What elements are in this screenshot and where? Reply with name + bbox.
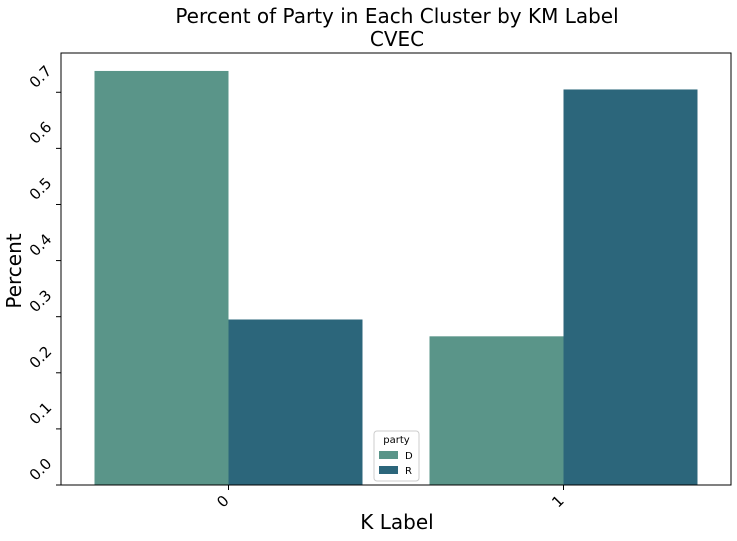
legend-swatch-D — [379, 451, 398, 459]
bar-D-0 — [94, 70, 229, 485]
chart-subtitle: CVEC — [370, 27, 424, 51]
y-tick-label: 0.6 — [26, 118, 56, 148]
y-tick-label: 0.2 — [26, 342, 56, 372]
legend-label-D: D — [405, 451, 413, 462]
y-tick-label: 0.5 — [26, 174, 56, 204]
x-tick-label: 1 — [548, 492, 567, 511]
x-tick-label: 0 — [213, 492, 232, 511]
y-tick-label: 0.0 — [26, 455, 56, 485]
plot-frame — [60, 52, 732, 486]
legend-label-R: R — [405, 466, 412, 477]
chart-title: Percent of Party in Each Cluster by KM L… — [175, 4, 618, 28]
legend-title: party — [383, 435, 410, 446]
y-axis-label: Percent — [2, 233, 26, 308]
bars-group — [94, 70, 698, 485]
y-axis: 0.0 0.1 0.2 0.3 0.4 0.5 0.6 0.7 — [26, 62, 61, 486]
bar-D-1 — [429, 336, 564, 485]
bar-R-0 — [228, 319, 363, 485]
y-tick-label: 0.4 — [26, 230, 56, 260]
y-tick-label: 0.1 — [26, 399, 56, 429]
bar-R-1 — [563, 89, 698, 485]
legend: party DR — [373, 430, 420, 482]
x-axis-label: K Label — [360, 510, 433, 534]
y-tick-label: 0.3 — [26, 286, 56, 316]
y-tick-label: 0.7 — [26, 62, 56, 92]
legend-swatch-R — [379, 466, 398, 474]
